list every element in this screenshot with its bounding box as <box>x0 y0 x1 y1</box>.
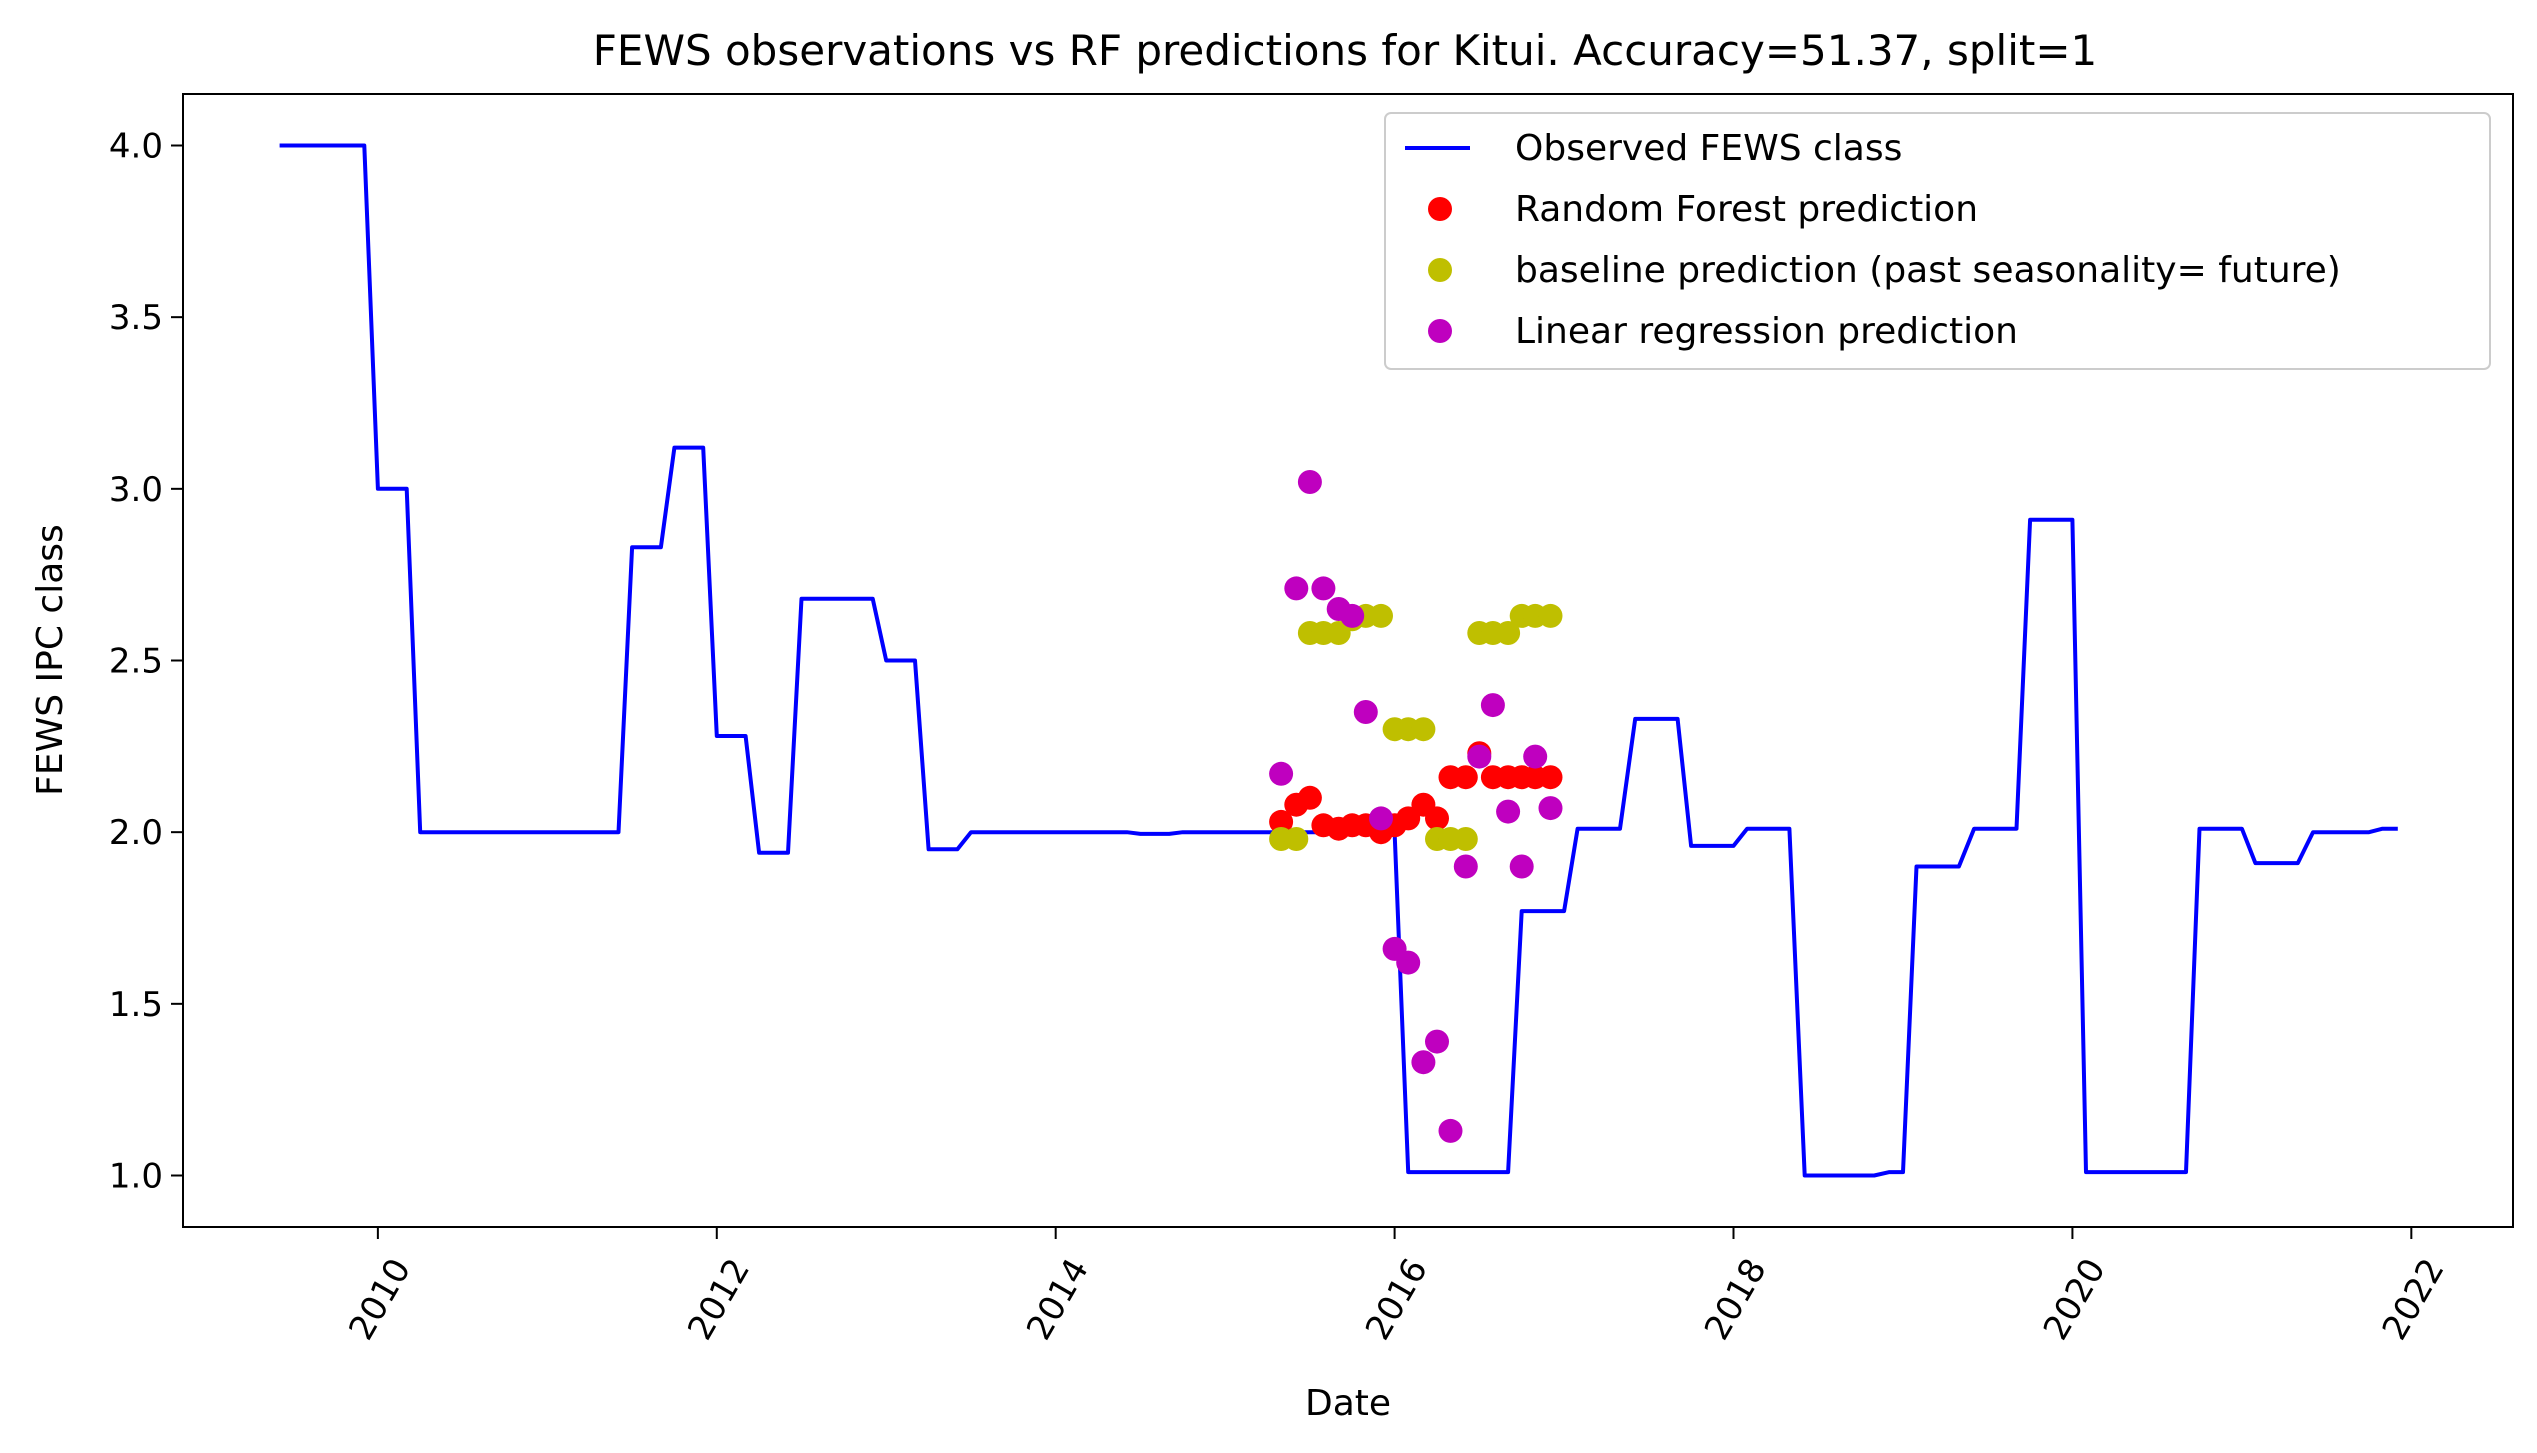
y-tick-label: 1.5 <box>109 985 163 1025</box>
series-3-point <box>1538 796 1563 821</box>
legend-entry-label: baseline prediction (past seasonality= f… <box>1515 250 2341 291</box>
series-3-point <box>1369 806 1393 831</box>
y-tick-label: 4.0 <box>109 127 163 167</box>
series-2-point <box>1538 603 1563 628</box>
legend-box <box>1384 112 2491 370</box>
y-tick-label: 1.0 <box>109 1157 163 1197</box>
legend-swatch-marker <box>1428 197 1452 221</box>
series-3-point <box>1453 854 1478 879</box>
series-1-point <box>1425 806 1449 831</box>
legend-entry-label: Observed FEWS class <box>1515 128 1902 169</box>
series-3-point <box>1269 761 1294 786</box>
series-3-point <box>1425 1029 1449 1054</box>
series-2-point <box>1496 621 1521 645</box>
y-tick-label: 3.5 <box>109 298 163 338</box>
series-3-point <box>1396 950 1421 975</box>
series-1-point <box>1453 765 1478 790</box>
series-3-point <box>1496 799 1521 824</box>
series-line-observed <box>279 143 2398 1178</box>
series-3-point <box>1297 470 1322 494</box>
series-3-point <box>1284 576 1309 601</box>
series-2-point <box>1411 717 1436 742</box>
y-axis-label: FEWS IPC class <box>30 524 71 796</box>
series-3-point <box>1480 693 1505 718</box>
legend-swatch-marker <box>1428 319 1452 343</box>
legend-entry-label: Random Forest prediction <box>1515 189 1978 230</box>
series-3-point <box>1411 1050 1436 1075</box>
plot-area <box>279 143 2398 1178</box>
series-1-point <box>1297 785 1322 810</box>
series-3-point <box>1523 744 1548 769</box>
legend: Observed FEWS class Random Forest predict… <box>1384 112 2491 370</box>
legend-entry-label: Linear regression prediction <box>1515 311 2018 352</box>
chart-title: FEWS observations vs RF predictions for … <box>593 26 2098 75</box>
y-tick-label: 2.0 <box>109 813 163 853</box>
series-3-point <box>1509 854 1534 879</box>
series-2-point <box>1453 827 1478 851</box>
y-tick-label: 2.5 <box>109 642 163 682</box>
series-1-point <box>1538 765 1563 790</box>
series-3-point <box>1467 744 1492 769</box>
series-3-point <box>1340 603 1365 628</box>
series-2-point <box>1369 603 1393 628</box>
series-1-point <box>1269 809 1294 834</box>
series-3-point <box>1311 576 1336 601</box>
y-axis: 1.0 1.5 2.0 2.5 3.0 3.5 4.0 <box>109 127 183 1197</box>
series-3-point <box>1353 700 1378 724</box>
series-3-point <box>1438 1118 1463 1143</box>
y-tick-label: 3.0 <box>109 470 163 510</box>
legend-swatch-marker <box>1428 258 1452 282</box>
series-2-point <box>1284 827 1309 851</box>
x-axis-label: Date <box>1305 1383 1391 1424</box>
